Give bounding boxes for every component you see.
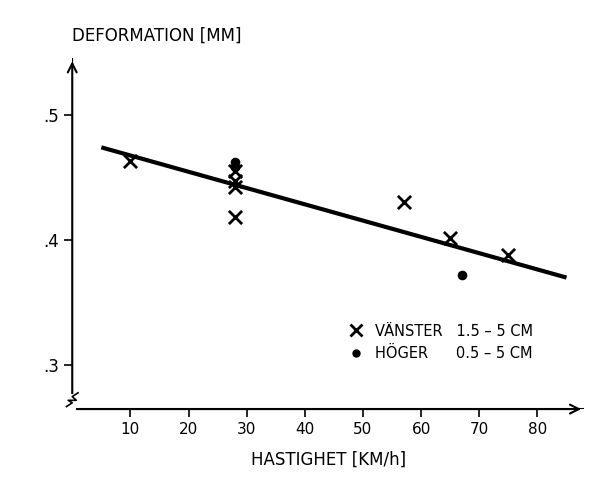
Point xyxy=(399,199,409,206)
Point xyxy=(126,157,135,165)
Point xyxy=(230,214,240,222)
Point xyxy=(457,271,467,279)
Legend: VÄNSTER   1.5 – 5 CM, HÖGER      0.5 – 5 CM: VÄNSTER 1.5 – 5 CM, HÖGER 0.5 – 5 CM xyxy=(343,318,539,367)
Point xyxy=(230,177,240,185)
Point xyxy=(445,234,455,242)
Text: HASTIGHET [KM/h]: HASTIGHET [KM/h] xyxy=(250,451,406,469)
Text: DEFORMATION [MM]: DEFORMATION [MM] xyxy=(72,26,242,44)
Point xyxy=(230,167,240,175)
Point xyxy=(230,158,240,166)
Point xyxy=(503,251,513,259)
Point xyxy=(230,184,240,191)
Point xyxy=(230,164,240,171)
